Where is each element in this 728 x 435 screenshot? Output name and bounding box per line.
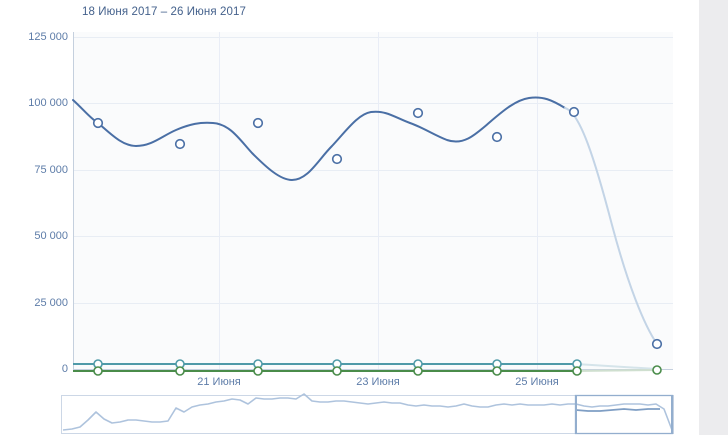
analytics-line-chart[interactable]: 18 Июня 2017 – 26 Июня 2017: [0, 0, 699, 435]
data-point-marker[interactable]: [174, 138, 186, 150]
y-axis-tick-label: 0: [61, 363, 68, 375]
data-point-marker[interactable]: [492, 366, 502, 376]
navigator-selected-series-line: [575, 408, 660, 412]
data-point-marker[interactable]: [175, 366, 185, 376]
data-point-marker[interactable]: [252, 117, 264, 129]
series-views-incomplete-line: [564, 107, 658, 345]
series-visitors-incomplete-line: [575, 363, 658, 370]
y-axis-tick-label: 75 000: [34, 164, 68, 176]
data-point-marker[interactable]: [413, 366, 423, 376]
data-point-marker[interactable]: [92, 117, 104, 129]
x-axis-tick-label: 21 Июня: [197, 376, 241, 388]
chart-title: 18 Июня 2017 – 26 Июня 2017: [82, 6, 246, 18]
data-point-marker[interactable]: [652, 365, 662, 375]
data-point-marker[interactable]: [412, 107, 424, 119]
x-axis-tick-label: 25 Июня: [515, 376, 559, 388]
data-point-marker[interactable]: [93, 366, 103, 376]
right-side-panel: [699, 0, 728, 435]
horizontal-gridlines: [73, 37, 673, 304]
vertical-gridlines: [219, 32, 538, 369]
series-views-markers[interactable]: [92, 106, 663, 350]
plot-background: [73, 32, 673, 369]
y-axis: 125 000 100 000 75 000 50 000 25 000 0: [0, 0, 68, 435]
y-axis-tick-label: 25 000: [34, 297, 68, 309]
series-new-markers[interactable]: [93, 365, 662, 376]
x-axis-tick-label: 23 Июня: [356, 376, 400, 388]
navigator-series-line: [62, 393, 673, 431]
y-axis-tick-label: 50 000: [34, 230, 68, 242]
data-point-marker[interactable]: [572, 366, 582, 376]
data-point-marker[interactable]: [568, 106, 580, 118]
plot-canvas[interactable]: [0, 0, 699, 390]
data-point-marker[interactable]: [253, 366, 263, 376]
y-axis-tick-label: 100 000: [28, 97, 68, 109]
data-point-marker[interactable]: [331, 153, 343, 165]
series-new-incomplete-line: [575, 369, 658, 372]
series-views-line: [72, 96, 566, 182]
x-axis: 21 Июня 23 Июня 25 Июня: [197, 376, 559, 388]
range-navigator[interactable]: [0, 0, 699, 435]
data-point-marker[interactable]: [491, 131, 503, 143]
data-point-marker[interactable]: [332, 366, 342, 376]
navigator-track[interactable]: [61, 395, 674, 434]
y-axis-tick-label: 125 000: [28, 31, 68, 43]
data-point-marker[interactable]: [651, 338, 663, 350]
